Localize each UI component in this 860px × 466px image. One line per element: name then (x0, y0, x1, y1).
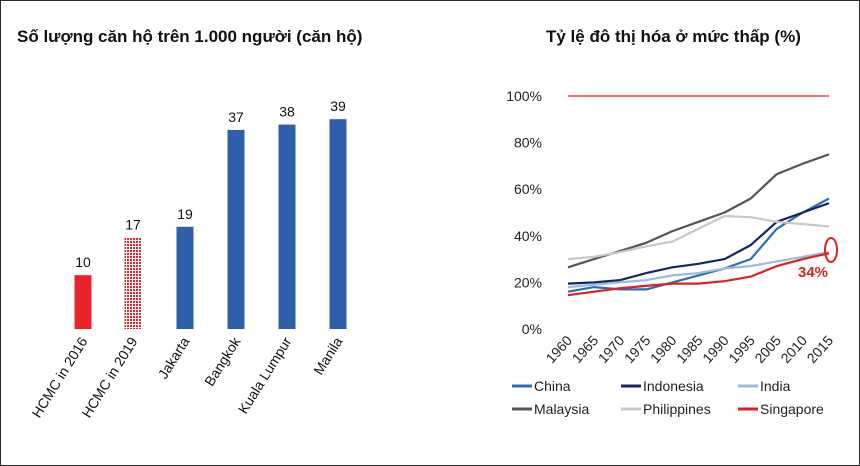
bar-hcmc-in-2019 (124, 237, 142, 329)
series-line-philippines (567, 214, 830, 261)
right-chart-title: Tỷ lệ đô thị hóa ở mức thấp (%) (546, 27, 801, 46)
bar-manila (329, 119, 347, 330)
annotation-group: 34% (798, 237, 838, 281)
y-axis: 0% 20% 40% 60% 80% 100% (506, 88, 542, 337)
bar-category-label: Manila (310, 334, 346, 378)
x-tick-label: 1970 (595, 332, 628, 366)
series-line-india (567, 251, 830, 289)
x-tick-label: 1975 (621, 332, 654, 366)
x-tick-label: 1990 (699, 332, 732, 366)
x-tick-label: 1980 (647, 332, 680, 366)
series-line-malaysia (567, 153, 830, 269)
bar-value-label: 37 (228, 109, 244, 125)
series-line-unlabeled-6 (567, 252, 830, 297)
left-chart-title: Số lượng căn hộ trên 1.000 người (căn hộ… (17, 27, 362, 46)
bar-value-label: 19 (177, 206, 193, 222)
bar-category-label: Kuala Lumpur (235, 334, 295, 417)
bar-kuala-lumpur (278, 124, 296, 329)
legend-label: Singapore (760, 401, 824, 417)
x-tick-label: 1965 (569, 332, 602, 366)
legend-label: India (760, 378, 791, 394)
x-tick-label: 1995 (725, 332, 758, 366)
y-tick-label: 0% (522, 321, 542, 337)
legend-label: Indonesia (643, 378, 704, 394)
y-tick-label: 100% (506, 88, 542, 104)
y-tick-label: 80% (514, 135, 542, 151)
x-tick-label: 1985 (673, 332, 706, 366)
urbanization-line-chart: Tỷ lệ đô thị hóa ở mức thấp (%) 0% 20% 40%… (506, 27, 838, 417)
legend-label: Malaysia (534, 401, 589, 417)
lines-group (567, 95, 830, 297)
bar-value-label: 39 (330, 98, 346, 114)
bar-value-label: 38 (279, 104, 295, 120)
y-tick-label: 40% (514, 228, 542, 244)
series-line-indonesia (567, 202, 830, 285)
x-axis: 1960196519701975198019851990199520052010… (542, 332, 836, 366)
x-tick-label: 2010 (777, 332, 810, 366)
y-tick-label: 60% (514, 181, 542, 197)
x-tick-label: 1960 (542, 332, 575, 366)
x-tick-label: 2005 (751, 332, 784, 366)
x-tick-label: 2015 (803, 332, 836, 366)
bar-value-label: 17 (125, 217, 141, 233)
bar-bangkok (227, 129, 245, 329)
bar-jakarta (176, 226, 194, 329)
bar-hcmc-in-2016 (74, 275, 92, 329)
annotation-label: 34% (798, 264, 828, 281)
y-tick-label: 20% (514, 274, 542, 290)
highlight-ellipse (824, 237, 838, 263)
legend-label: China (534, 378, 571, 394)
legend-label: Philippines (643, 401, 711, 417)
series-line-china (567, 197, 830, 293)
bar-category-label: Jakarta (155, 334, 193, 382)
apartments-bar-chart: Số lượng căn hộ trên 1.000 người (căn hộ… (17, 27, 362, 420)
legend: China Indonesia India Malaysia Philippines Si… (512, 378, 824, 417)
bar-value-label: 10 (75, 254, 91, 270)
bar-category-label: Bangkok (201, 333, 244, 389)
